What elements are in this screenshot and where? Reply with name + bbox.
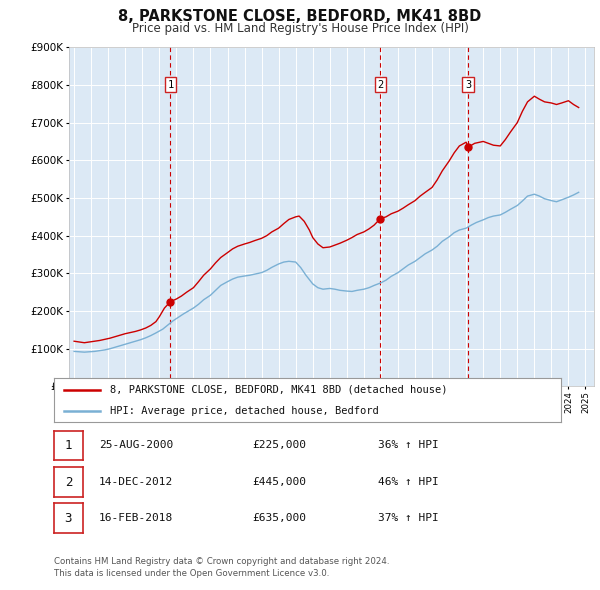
Text: 2: 2 [65,476,72,489]
Text: 1: 1 [167,80,173,90]
Text: 1: 1 [65,439,72,452]
Text: 14-DEC-2012: 14-DEC-2012 [99,477,173,487]
Text: Contains HM Land Registry data © Crown copyright and database right 2024.
This d: Contains HM Land Registry data © Crown c… [54,557,389,578]
Text: 36% ↑ HPI: 36% ↑ HPI [378,441,439,450]
Text: 46% ↑ HPI: 46% ↑ HPI [378,477,439,487]
Text: 2: 2 [377,80,383,90]
Text: 16-FEB-2018: 16-FEB-2018 [99,513,173,523]
Text: 3: 3 [465,80,472,90]
Text: 8, PARKSTONE CLOSE, BEDFORD, MK41 8BD: 8, PARKSTONE CLOSE, BEDFORD, MK41 8BD [118,9,482,24]
Text: 25-AUG-2000: 25-AUG-2000 [99,441,173,450]
Text: 3: 3 [65,512,72,525]
Text: 37% ↑ HPI: 37% ↑ HPI [378,513,439,523]
Text: £445,000: £445,000 [252,477,306,487]
Text: 8, PARKSTONE CLOSE, BEDFORD, MK41 8BD (detached house): 8, PARKSTONE CLOSE, BEDFORD, MK41 8BD (d… [110,385,447,395]
Text: £225,000: £225,000 [252,441,306,450]
Text: HPI: Average price, detached house, Bedford: HPI: Average price, detached house, Bedf… [110,406,379,416]
Text: £635,000: £635,000 [252,513,306,523]
Text: Price paid vs. HM Land Registry's House Price Index (HPI): Price paid vs. HM Land Registry's House … [131,22,469,35]
